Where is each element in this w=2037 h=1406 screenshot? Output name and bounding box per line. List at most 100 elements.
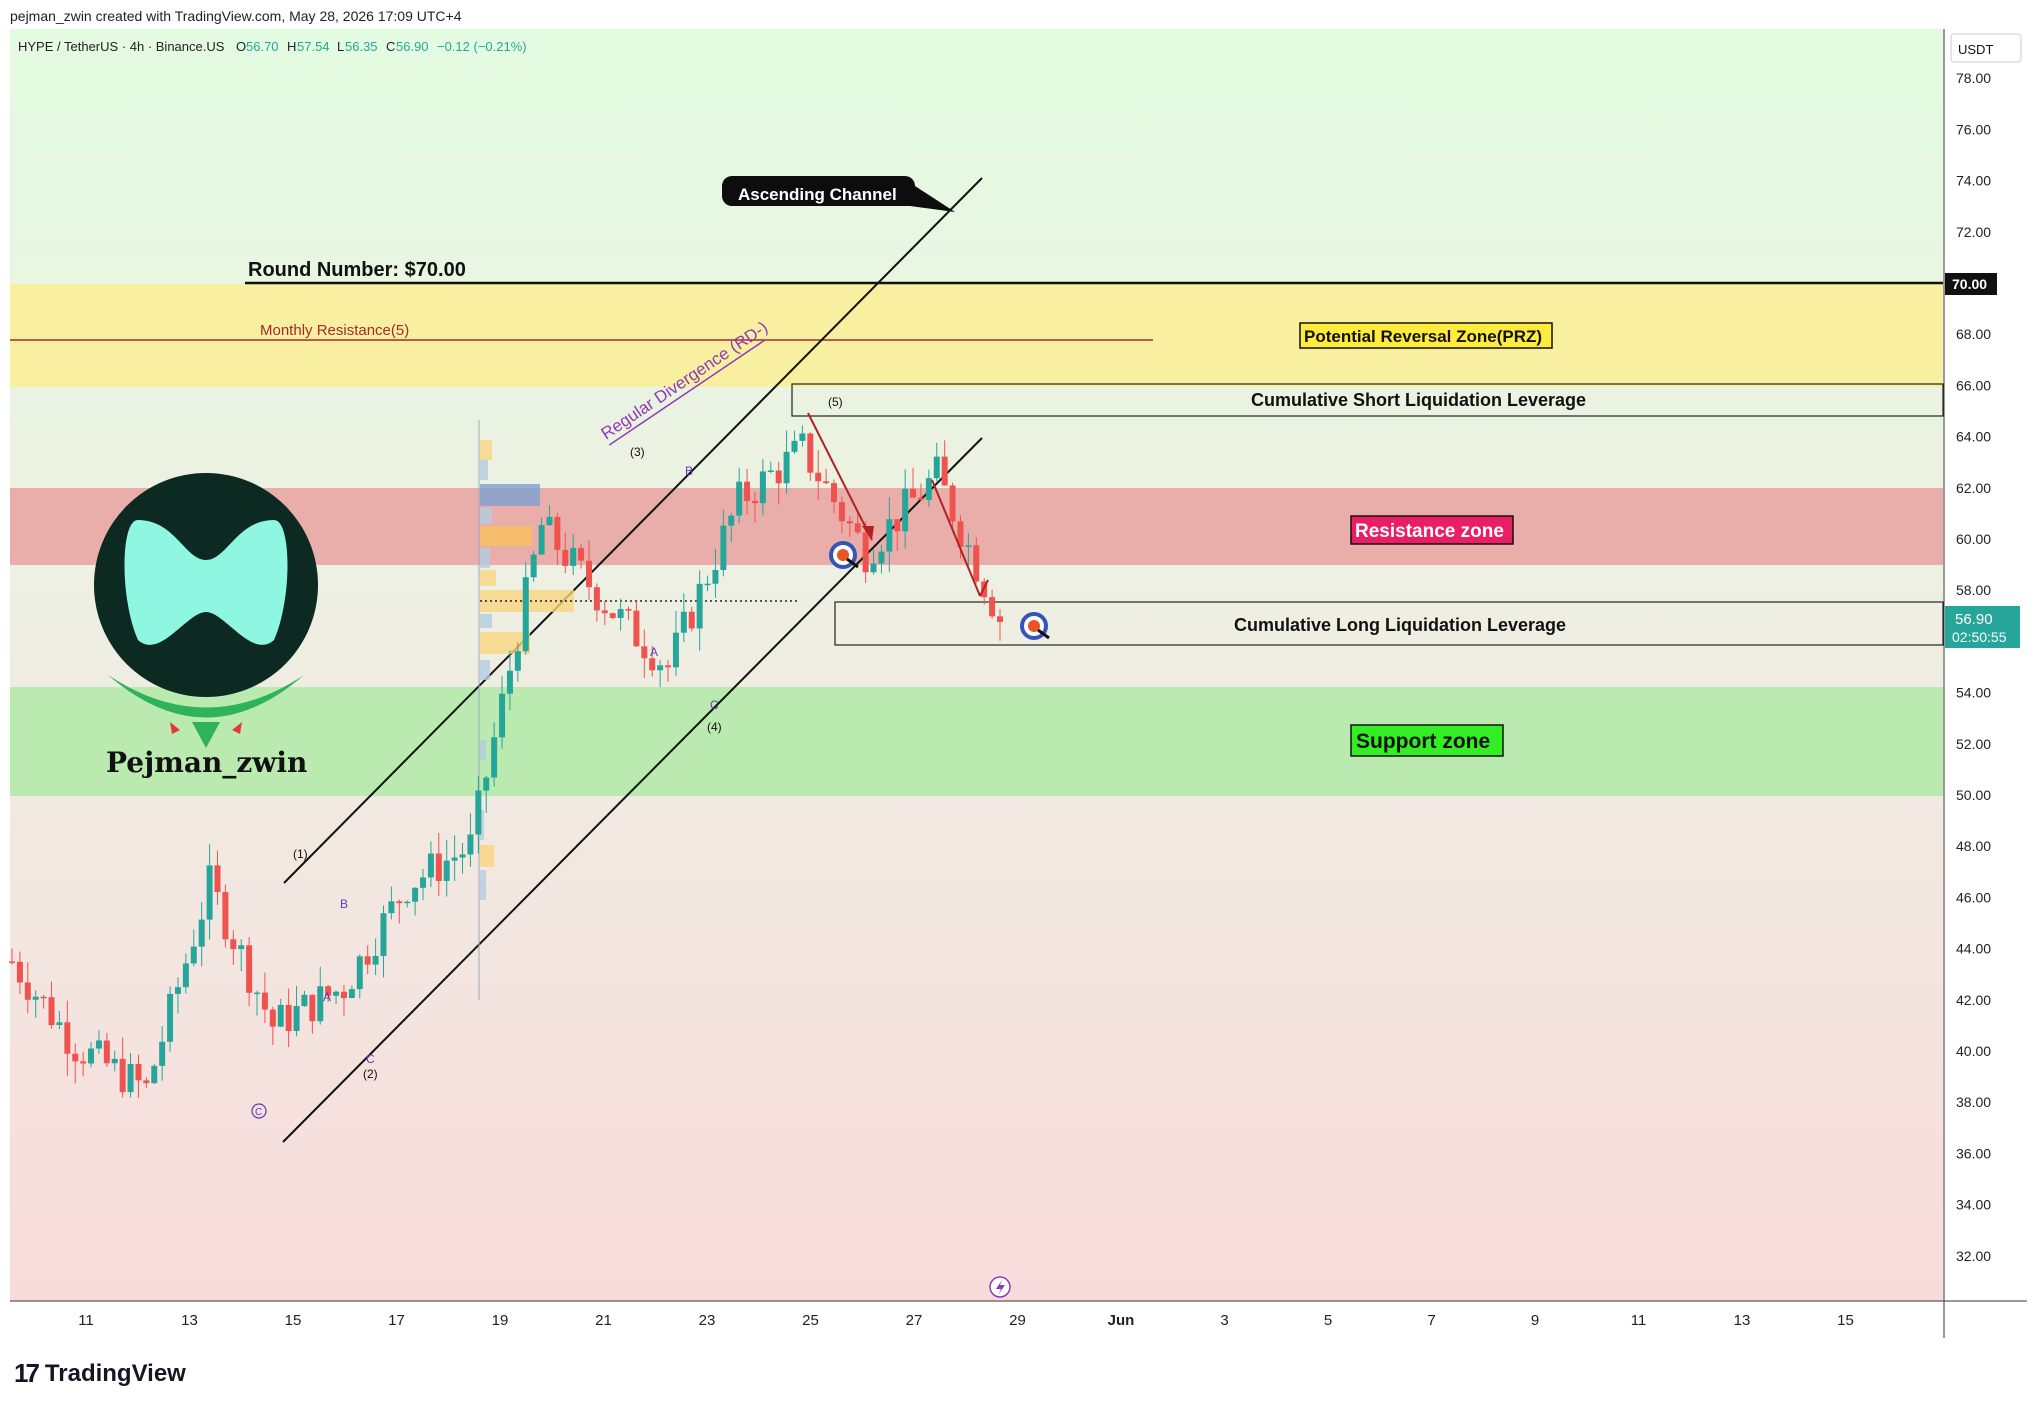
candle-body <box>767 470 774 472</box>
legend-o-label: O <box>236 39 246 54</box>
candle-body <box>190 946 197 964</box>
candle-body <box>16 961 23 983</box>
ascending-channel-callout: Ascending Channel <box>722 176 955 212</box>
candle-body <box>862 532 869 573</box>
price-tick-label: 76.00 <box>1956 121 1991 137</box>
candle-body <box>127 1063 134 1093</box>
last-price-label: 56.90 <box>1955 611 1993 628</box>
candle-body <box>459 854 466 858</box>
candle-body <box>886 519 893 552</box>
date-tick-label: 15 <box>285 1312 302 1329</box>
candle-body <box>404 901 411 904</box>
price-tick-label: 60.00 <box>1956 531 1991 547</box>
candle-body <box>475 790 482 835</box>
short-liquidation-label: Cumulative Short Liquidation Leverage <box>1251 390 1586 410</box>
candle-body <box>530 554 537 578</box>
price-tick-label: 54.00 <box>1956 685 1991 701</box>
time-axis-bg <box>10 1302 1943 1338</box>
date-tick-label: 11 <box>78 1312 94 1329</box>
highlight-price-label: 70.00 <box>1952 276 1987 292</box>
price-tick-label: 58.00 <box>1956 582 1991 598</box>
long-liquidation-box <box>834 601 1944 646</box>
candle-body <box>9 961 15 963</box>
legend-o-value: 56.70 <box>246 39 279 54</box>
candle-body <box>420 877 427 888</box>
candle-body <box>902 488 909 532</box>
price-tick-label: 64.00 <box>1956 429 1991 445</box>
candle-body <box>159 1041 166 1066</box>
candle-body <box>64 1022 71 1054</box>
price-tick-label: 68.00 <box>1956 326 1991 342</box>
date-tick-label: 27 <box>906 1312 923 1329</box>
candle-body <box>823 481 830 484</box>
time-axis[interactable]: 11 13 15 17 19 21 23 25 27 29 Jun 3 5 7 9 11 13 15 <box>78 1312 1854 1329</box>
candle-body <box>506 670 513 694</box>
candle-body <box>222 892 229 940</box>
candle-body <box>206 865 213 920</box>
candle-body <box>356 956 363 990</box>
candle-body <box>111 1058 118 1064</box>
candle-body <box>427 853 434 878</box>
wave-label-a1: A <box>323 990 331 1004</box>
price-tick-label: 50.00 <box>1956 787 1991 803</box>
candle-body <box>246 945 253 993</box>
candle-body <box>198 919 205 947</box>
candle-body <box>80 1061 87 1064</box>
price-tick-label: 74.00 <box>1956 173 1991 189</box>
candle-body <box>174 987 181 994</box>
date-tick-label: 21 <box>595 1312 612 1329</box>
legend-h-label: H <box>287 39 296 54</box>
candle-body <box>182 963 189 988</box>
candle-body <box>878 551 885 564</box>
price-tick-label: 42.00 <box>1956 992 1991 1008</box>
candle-body <box>744 481 751 501</box>
candle-body <box>846 521 853 524</box>
price-tick-label: 40.00 <box>1956 1043 1991 1059</box>
lightning-icon[interactable] <box>989 1276 1011 1298</box>
price-tick-label: 72.00 <box>1956 224 1991 240</box>
candle-body <box>277 1004 284 1027</box>
svg-text:Pejman_zwin: Pejman_zwin <box>106 746 307 779</box>
price-axis[interactable]: 78.0076.0074.0072.0070.0068.0066.0064.00… <box>1956 70 1991 1264</box>
date-tick-label: 15 <box>1837 1312 1854 1329</box>
candle-body <box>56 1022 63 1026</box>
date-tick-label: 29 <box>1009 1312 1026 1329</box>
candle-body <box>838 502 845 522</box>
wave-label-b2: B <box>685 464 693 478</box>
date-tick-label: 5 <box>1324 1312 1332 1329</box>
candle-body <box>317 986 324 1022</box>
candle-body <box>388 901 395 914</box>
candle-body <box>435 853 442 881</box>
support-zone-band <box>10 687 1943 796</box>
candle-body <box>704 583 711 586</box>
candle-body <box>989 597 996 617</box>
candle-body <box>957 521 964 547</box>
date-tick-label: 11 <box>1631 1312 1647 1329</box>
candle-body <box>24 982 31 1000</box>
candle-body <box>657 665 664 671</box>
candle-body <box>917 497 924 500</box>
date-tick-label: 3 <box>1220 1312 1228 1329</box>
date-tick-label: 13 <box>181 1312 198 1329</box>
date-tick-label: 23 <box>699 1312 716 1329</box>
candle-body <box>151 1065 158 1084</box>
candle-body <box>799 433 806 441</box>
candle-body <box>364 956 371 965</box>
currency-badge <box>1950 33 2022 63</box>
candle-body <box>578 547 585 561</box>
legend-h-value: 57.54 <box>297 39 330 54</box>
long-liquidation-label: Cumulative Long Liquidation Leverage <box>1234 615 1566 635</box>
price-tick-label: 62.00 <box>1956 480 1991 496</box>
wave-label-a2: A <box>650 645 658 659</box>
candle-body <box>997 616 1003 622</box>
prz-zone <box>10 284 1943 387</box>
tradingview-brand[interactable]: 17 TradingView <box>14 1358 186 1389</box>
candle-body <box>340 991 347 999</box>
candle-body <box>285 1004 292 1032</box>
price-tick-label: 38.00 <box>1956 1094 1991 1110</box>
legend-change: −0.12 (−0.21%) <box>437 39 527 54</box>
prz-label-box <box>1299 322 1553 349</box>
candle-body <box>348 989 355 999</box>
candle-body <box>941 456 948 486</box>
